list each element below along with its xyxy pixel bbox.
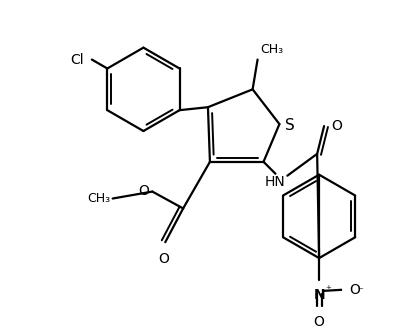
Text: O: O [158,252,168,266]
Text: CH₃: CH₃ [260,42,283,55]
Text: HN: HN [264,175,285,189]
Text: ⁺: ⁺ [324,285,330,295]
Text: Cl: Cl [70,52,84,66]
Text: ⁻: ⁻ [356,286,362,296]
Text: O: O [313,315,324,329]
Text: N: N [312,288,324,302]
Text: O: O [138,184,149,198]
Text: CH₃: CH₃ [87,192,110,205]
Text: O: O [348,283,359,297]
Text: O: O [330,119,341,133]
Text: S: S [285,118,294,132]
